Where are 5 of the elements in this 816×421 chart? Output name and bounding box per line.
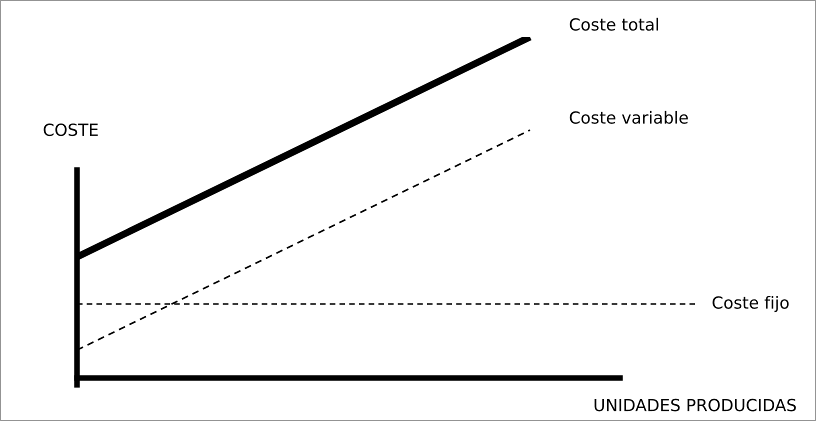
x-axis-title: UNIDADES PRODUCIDAS	[594, 398, 796, 412]
text: Coste variable	[570, 110, 688, 124]
text: Coste total	[570, 18, 658, 31]
y-axis-title: COSTE	[44, 123, 98, 136]
ref-line-label: Coste fijo	[712, 296, 789, 312]
